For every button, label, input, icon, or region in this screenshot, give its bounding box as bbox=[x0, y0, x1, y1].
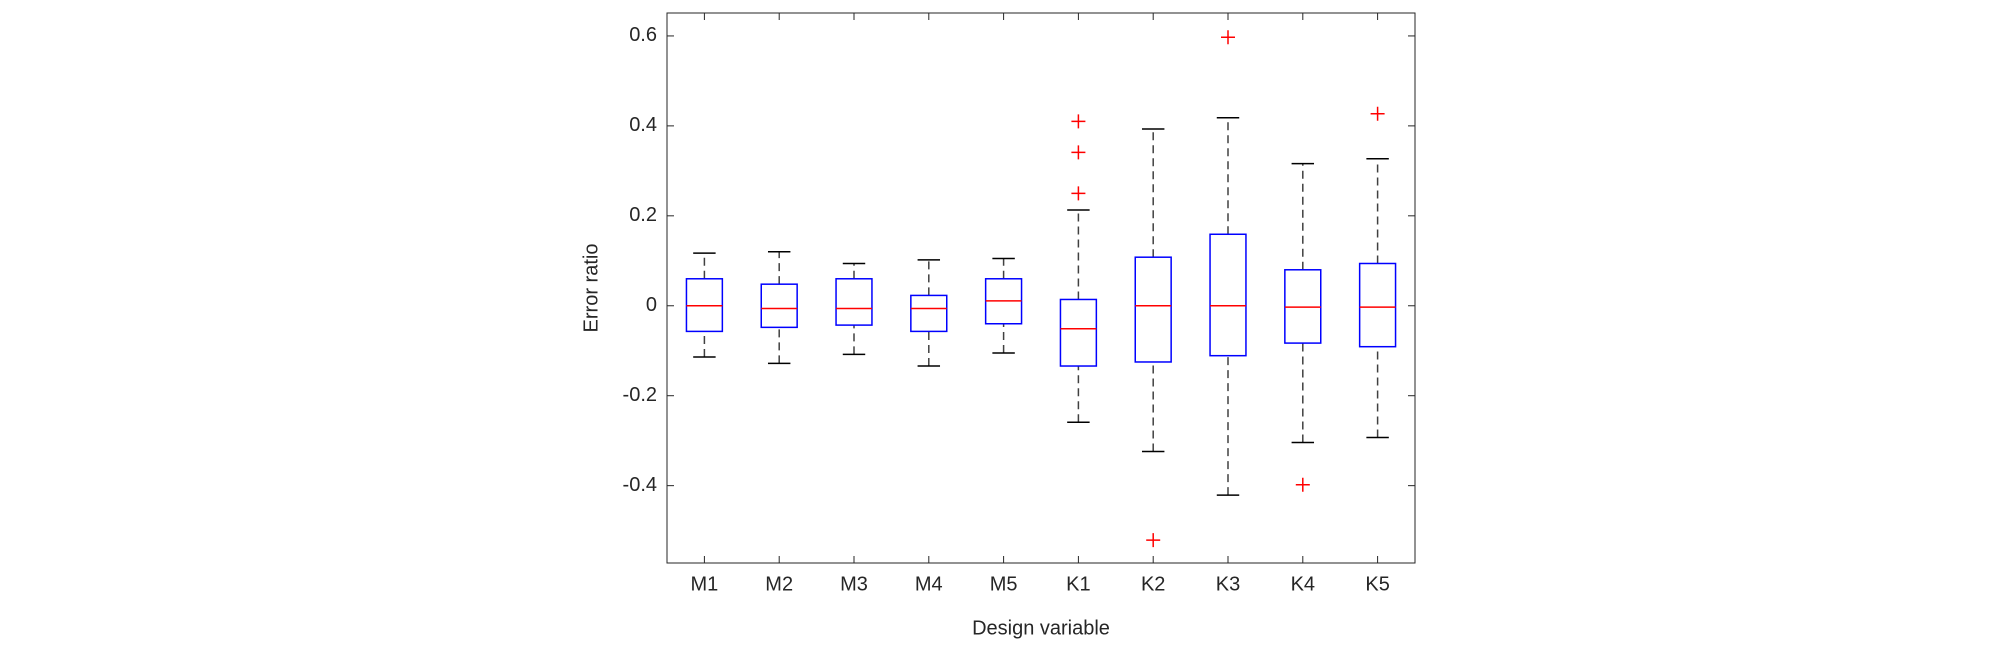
outlier bbox=[1370, 106, 1385, 121]
y-tick-label: 0.4 bbox=[629, 114, 657, 136]
x-tick-label: M4 bbox=[915, 573, 943, 595]
x-tick-label: M3 bbox=[840, 573, 868, 595]
box bbox=[1209, 233, 1247, 357]
box bbox=[760, 283, 798, 329]
x-tick-label: M5 bbox=[990, 573, 1018, 595]
x-tick-label: K4 bbox=[1291, 573, 1315, 595]
y-tick-label: -0.4 bbox=[623, 474, 657, 496]
outlier bbox=[1071, 145, 1086, 160]
outlier bbox=[1071, 114, 1086, 129]
outlier bbox=[1146, 533, 1161, 548]
x-tick-label: M2 bbox=[765, 573, 793, 595]
y-tick-label: 0.2 bbox=[629, 204, 657, 226]
y-tick-label: -0.2 bbox=[623, 384, 657, 406]
box bbox=[910, 294, 948, 333]
y-tick-label: 0 bbox=[646, 294, 657, 316]
outlier bbox=[1221, 30, 1235, 45]
x-tick-label: K1 bbox=[1066, 573, 1090, 595]
x-tick-label: K5 bbox=[1365, 573, 1389, 595]
x-tick-label: K3 bbox=[1216, 573, 1240, 595]
y-tick-label: 0.6 bbox=[629, 24, 657, 46]
box bbox=[835, 278, 873, 326]
box bbox=[1358, 262, 1397, 348]
box bbox=[1059, 298, 1098, 367]
x-tick-label: M1 bbox=[691, 573, 719, 595]
plot-frame bbox=[666, 12, 1416, 564]
outlier bbox=[1071, 186, 1086, 201]
outlier bbox=[1295, 477, 1310, 492]
x-axis-label: Design variable bbox=[972, 617, 1110, 639]
x-tick-label: K2 bbox=[1141, 573, 1165, 595]
box bbox=[1134, 256, 1172, 363]
y-axis-label: Error ratio bbox=[580, 244, 602, 333]
